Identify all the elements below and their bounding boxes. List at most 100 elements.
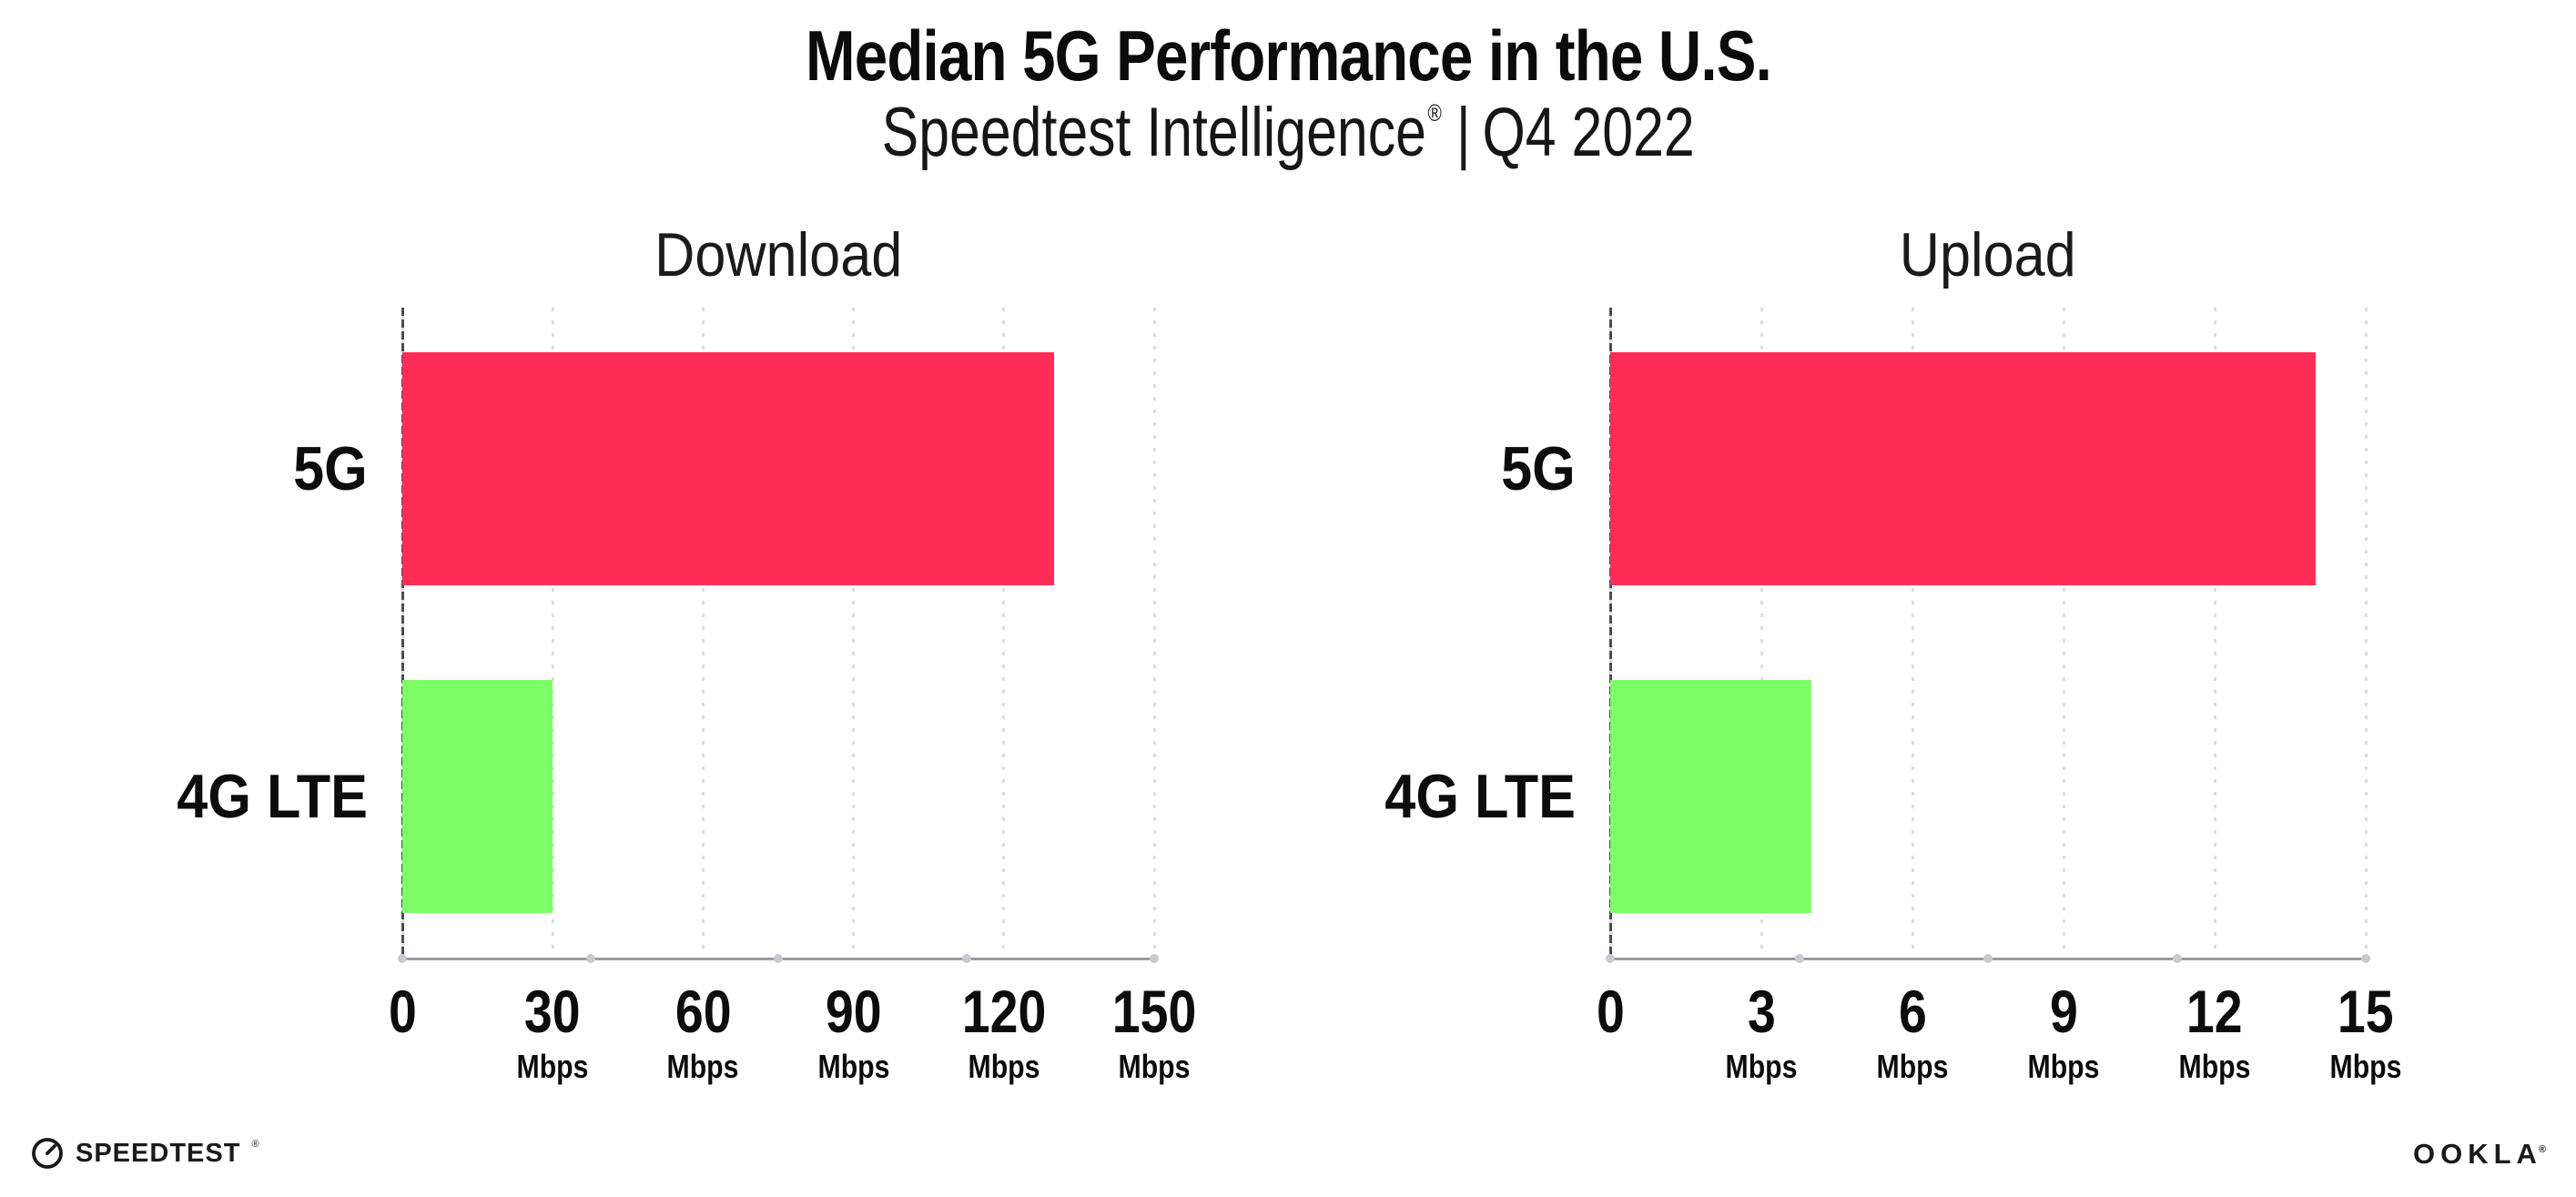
x-tick-upload-3: 3 Mbps xyxy=(1670,981,1852,1083)
y-axis-line-download xyxy=(401,308,404,959)
x-tick-value-text-upload-12: 12 xyxy=(2186,978,2243,1045)
chart-title-upload: Upload xyxy=(1610,217,2366,293)
chart-title-download: Download xyxy=(402,217,1154,293)
speedtest-gauge-icon xyxy=(32,1138,63,1169)
gridline-upload-3 xyxy=(1760,308,1763,959)
x-tick-value-text-upload-6: 6 xyxy=(1898,978,1927,1045)
ookla-logo: OOKLA® xyxy=(2413,1138,2546,1171)
axis-marker-dot-download-4 xyxy=(1150,954,1159,963)
x-tick-download-0: 0 xyxy=(311,981,493,1041)
axis-marker-dot-upload-4 xyxy=(2361,954,2370,963)
x-tick-value-text-download-0: 0 xyxy=(388,978,417,1045)
speedtest-logo-text: SPEEDTEST xyxy=(76,1138,241,1168)
category-label-text-download-5g: 5G xyxy=(293,434,368,503)
gridline-download-120 xyxy=(1002,308,1006,959)
x-tick-value-text-download-90: 90 xyxy=(825,978,882,1045)
axis-marker-dot-download-1 xyxy=(585,954,595,963)
category-label-upload-4g-lte: 4G LTE xyxy=(1100,680,1576,913)
x-tick-unit-text-upload-9: Mbps xyxy=(2027,1048,2100,1085)
x-tick-unit-download-30: Mbps xyxy=(461,1050,644,1083)
x-tick-upload-15: 15 Mbps xyxy=(2275,981,2457,1083)
x-tick-value-upload-3: 3 xyxy=(1670,981,1852,1041)
speedtest-logo: SPEEDTEST ® xyxy=(30,1136,259,1171)
x-tick-unit-text-upload-6: Mbps xyxy=(1876,1048,1949,1085)
x-tick-unit-download-150: Mbps xyxy=(1063,1050,1245,1083)
subtitle-period: Q4 2022 xyxy=(1482,94,1695,171)
x-tick-unit-text-download-120: Mbps xyxy=(968,1048,1040,1085)
x-tick-value-download-60: 60 xyxy=(612,981,794,1041)
gridline-download-60 xyxy=(701,308,705,959)
x-tick-download-150: 150 Mbps xyxy=(1063,981,1245,1083)
x-tick-upload-6: 6 Mbps xyxy=(1821,981,2003,1083)
axis-marker-dot-upload-3 xyxy=(2172,954,2182,963)
axis-marker-dot-download-0 xyxy=(398,954,407,963)
x-tick-value-text-download-120: 120 xyxy=(961,978,1047,1045)
x-tick-value-text-upload-3: 3 xyxy=(1747,978,1776,1045)
bar-download-4g-lte xyxy=(402,680,553,913)
bar-upload-5g xyxy=(1610,352,2316,585)
x-tick-value-download-30: 30 xyxy=(461,981,644,1041)
speedtest-trademark-icon: ® xyxy=(251,1139,259,1150)
x-tick-value-upload-12: 12 xyxy=(2124,981,2306,1041)
page-subtitle: Speedtest Intelligence® | Q4 2022 xyxy=(0,93,2576,172)
x-tick-download-30: 30 Mbps xyxy=(461,981,644,1083)
x-tick-unit-text-download-90: Mbps xyxy=(817,1048,890,1085)
x-tick-unit-upload-9: Mbps xyxy=(1973,1050,2155,1083)
gridline-upload-15 xyxy=(2364,308,2368,959)
x-tick-unit-upload-12: Mbps xyxy=(2124,1050,2306,1083)
bar-download-5g xyxy=(402,352,1054,585)
page-title-text: Median 5G Performance in the U.S. xyxy=(805,15,1772,96)
x-tick-upload-0: 0 xyxy=(1519,981,1701,1041)
x-tick-upload-12: 12 Mbps xyxy=(2124,981,2306,1083)
registered-trademark-icon: ® xyxy=(1427,99,1442,127)
x-tick-value-text-upload-9: 9 xyxy=(2049,978,2078,1045)
x-tick-unit-upload-15: Mbps xyxy=(2275,1050,2457,1083)
x-tick-value-download-150: 150 xyxy=(1063,981,1245,1041)
x-tick-unit-text-download-60: Mbps xyxy=(666,1048,739,1085)
x-tick-unit-text-download-150: Mbps xyxy=(1118,1048,1191,1085)
gridline-upload-12 xyxy=(2213,308,2216,959)
subtitle-brand: Speedtest Intelligence xyxy=(881,94,1426,171)
x-tick-unit-download-60: Mbps xyxy=(612,1050,794,1083)
x-tick-value-text-upload-0: 0 xyxy=(1596,978,1625,1045)
x-tick-unit-download-90: Mbps xyxy=(763,1050,945,1083)
gridline-upload-6 xyxy=(1911,308,1914,959)
x-tick-value-upload-15: 15 xyxy=(2275,981,2457,1041)
axis-marker-dot-download-2 xyxy=(774,954,783,963)
y-axis-line-upload xyxy=(1608,308,1612,959)
category-label-upload-5g: 5G xyxy=(1100,352,1576,585)
x-tick-value-upload-0: 0 xyxy=(1519,981,1701,1041)
chart-title-text-upload: Upload xyxy=(1900,220,2076,289)
ookla-trademark-icon: ® xyxy=(2538,1144,2546,1155)
category-label-text-upload-4g-lte: 4G LTE xyxy=(1384,762,1576,831)
category-label-download-4g-lte: 4G LTE xyxy=(0,680,368,913)
category-label-text-upload-5g: 5G xyxy=(1501,434,1576,503)
x-tick-unit-download-120: Mbps xyxy=(913,1050,1095,1083)
gridline-download-30 xyxy=(551,308,554,959)
x-tick-value-download-120: 120 xyxy=(913,981,1095,1041)
x-tick-download-120: 120 Mbps xyxy=(913,981,1095,1083)
x-tick-value-upload-6: 6 xyxy=(1821,981,2003,1041)
ookla-logo-text: OOKLA xyxy=(2412,1138,2542,1170)
gridline-upload-9 xyxy=(2062,308,2065,959)
x-tick-value-text-download-30: 30 xyxy=(524,978,582,1045)
page-subtitle-text: Speedtest Intelligence® | Q4 2022 xyxy=(881,93,1694,172)
x-tick-value-text-upload-15: 15 xyxy=(2338,978,2394,1045)
x-tick-unit-text-upload-3: Mbps xyxy=(1725,1048,1798,1085)
axis-marker-dot-upload-1 xyxy=(1794,954,1804,963)
gridline-download-90 xyxy=(852,308,856,959)
axis-marker-dot-download-3 xyxy=(961,954,971,963)
category-label-download-5g: 5G xyxy=(0,352,368,585)
x-tick-unit-text-upload-15: Mbps xyxy=(2329,1048,2402,1085)
axis-marker-dot-upload-0 xyxy=(1606,954,1615,963)
x-tick-unit-upload-6: Mbps xyxy=(1821,1050,2003,1083)
x-tick-download-90: 90 Mbps xyxy=(763,981,945,1083)
axis-marker-dot-upload-2 xyxy=(1983,954,1993,963)
category-label-text-download-4g-lte: 4G LTE xyxy=(177,762,368,831)
x-tick-value-upload-9: 9 xyxy=(1973,981,2155,1041)
x-tick-unit-text-upload-12: Mbps xyxy=(2178,1048,2251,1085)
gridline-download-150 xyxy=(1152,308,1156,959)
x-tick-value-text-download-60: 60 xyxy=(674,978,732,1045)
page-title: Median 5G Performance in the U.S. xyxy=(0,15,2576,97)
